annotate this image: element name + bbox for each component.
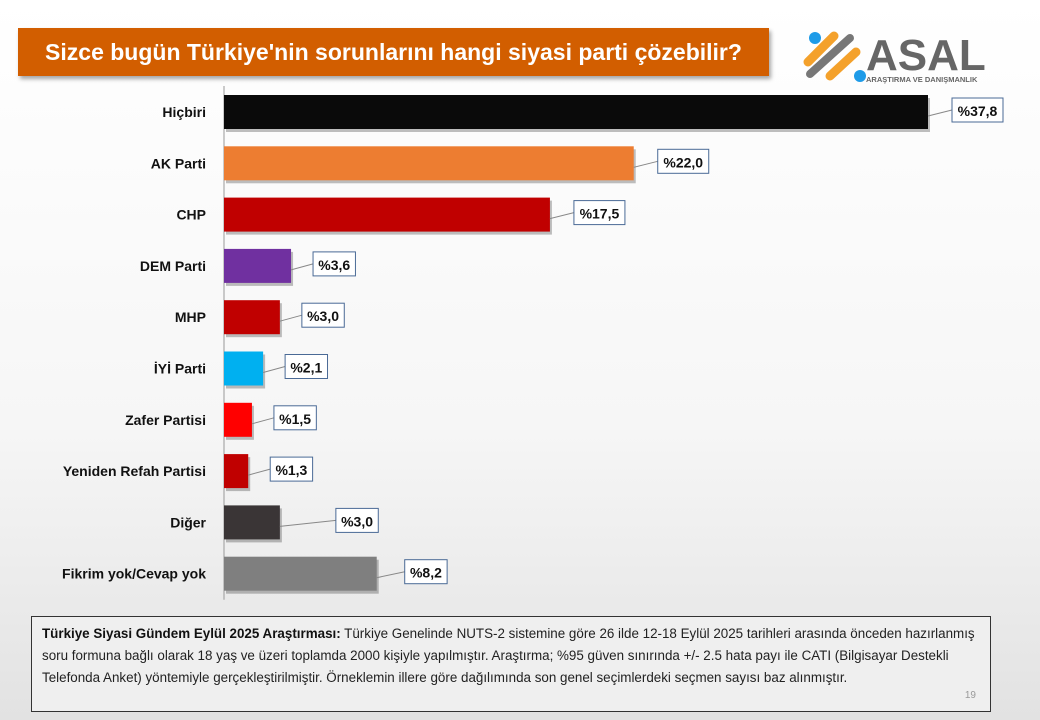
svg-text:ASAL: ASAL xyxy=(866,31,986,80)
data-label-box xyxy=(657,148,710,174)
bar xyxy=(224,146,634,181)
bar-chart: Hiçbiri %37,8 AK Parti %22,0 CHP %17,5 DEM Par… xyxy=(62,86,1004,600)
leader-line xyxy=(262,366,286,373)
category-label: Fikrim yok/Cevap yok xyxy=(62,566,206,582)
bar xyxy=(224,197,550,232)
bar xyxy=(224,351,264,386)
data-label-box xyxy=(269,456,314,482)
data-label: %8,2 xyxy=(410,565,442,581)
data-label: %1,3 xyxy=(275,462,307,478)
data-label: %3,0 xyxy=(341,513,373,529)
leader-line xyxy=(251,417,275,425)
page-number: 19 xyxy=(964,690,976,701)
leader-line xyxy=(549,212,575,220)
data-label: %1,5 xyxy=(279,411,311,427)
data-label: %3,6 xyxy=(318,257,350,273)
leader-line xyxy=(376,571,405,579)
category-label: MHP xyxy=(175,309,206,325)
svg-text:ARAŞTIRMA VE DANIŞMANLIK: ARAŞTIRMA VE DANIŞMANLIK xyxy=(866,75,978,84)
note-title: Türkiye Siyasi Gündem Eylül 2025 Araştır… xyxy=(42,626,341,641)
bar xyxy=(224,300,280,335)
methodology-note: Türkiye Siyasi Gündem Eylül 2025 Araştır… xyxy=(31,616,991,712)
leader-line xyxy=(279,519,336,527)
category-label: AK Parti xyxy=(151,155,206,171)
data-label: %22,0 xyxy=(663,154,703,170)
data-label: %2,1 xyxy=(290,360,322,376)
category-label: Hiçbiri xyxy=(162,104,206,120)
data-label-box xyxy=(301,302,345,328)
bar xyxy=(224,505,280,540)
data-label-box xyxy=(284,354,329,379)
data-label-box xyxy=(273,405,317,431)
data-label: %3,0 xyxy=(307,308,339,324)
bar xyxy=(224,454,249,489)
leader-line xyxy=(927,109,953,117)
leader-line xyxy=(633,160,658,168)
data-label-box xyxy=(312,251,356,277)
note-text: Türkiye Genelinde NUTS-2 sistemine göre … xyxy=(42,626,975,685)
category-label: İYİ Parti xyxy=(154,361,206,377)
bar xyxy=(224,402,252,437)
data-label-box xyxy=(951,97,1004,123)
chart-title: Sizce bugün Türkiye'nin sorunlarını hang… xyxy=(18,28,769,76)
data-label-box xyxy=(404,559,448,585)
leader-line xyxy=(290,263,314,271)
data-label-box xyxy=(335,507,379,533)
category-label: Zafer Partisi xyxy=(125,412,206,428)
data-label: %17,5 xyxy=(580,206,620,222)
category-label: DEM Parti xyxy=(140,258,206,274)
category-label: Yeniden Refah Partisi xyxy=(63,463,206,479)
leader-line xyxy=(279,314,303,322)
bar xyxy=(224,95,928,129)
bar xyxy=(224,556,377,591)
category-label: CHP xyxy=(176,207,206,223)
leader-line xyxy=(248,468,271,476)
bar xyxy=(224,248,292,283)
data-label: %37,8 xyxy=(958,103,998,119)
data-label-box xyxy=(573,200,626,226)
category-label: Diğer xyxy=(170,514,206,530)
asal-logo: ASAL ARAŞTIRMA VE DANIŞMANLIK xyxy=(803,31,986,84)
